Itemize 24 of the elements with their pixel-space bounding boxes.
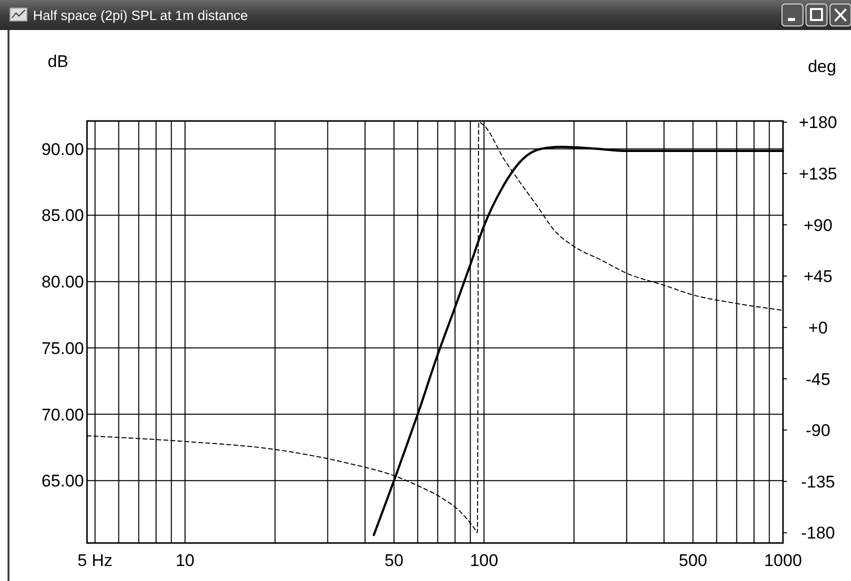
y2-tick-label: +0 — [808, 318, 828, 338]
y-axis-title: dB — [48, 52, 68, 71]
y-tick-label: 70.00 — [41, 405, 84, 424]
y2-tick-label: -135 — [800, 472, 836, 492]
y-tick-label: 80.00 — [41, 272, 84, 292]
y2-tick-label: +180 — [798, 113, 838, 132]
y2-tick-label: -90 — [806, 421, 830, 440]
y-tick-label: 65.00 — [41, 472, 84, 491]
y2-tick-label: +45 — [804, 267, 832, 286]
x-tick-label: 500 — [678, 551, 708, 570]
y2-tick-label: -180 — [800, 524, 836, 543]
y-tick-label: 90.00 — [41, 140, 84, 159]
y-tick-label: 75.00 — [41, 338, 84, 358]
x-tick-label: 10 — [176, 551, 194, 570]
y2-tick-label: -45 — [806, 370, 830, 389]
x-tick-label: 1000 — [764, 551, 802, 570]
x-tick-label: 5 Hz — [78, 551, 113, 570]
x-tick-label: 50 — [384, 551, 404, 570]
y2-tick-label: +135 — [798, 164, 838, 184]
y-tick-label: 85.00 — [41, 206, 84, 226]
chart-title: Half space (2pi) SPL at 1m distance — [33, 8, 248, 23]
y2-axis-title: deg — [808, 57, 836, 76]
y2-tick-label: +90 — [804, 216, 832, 235]
x-tick-label: 100 — [470, 551, 498, 570]
